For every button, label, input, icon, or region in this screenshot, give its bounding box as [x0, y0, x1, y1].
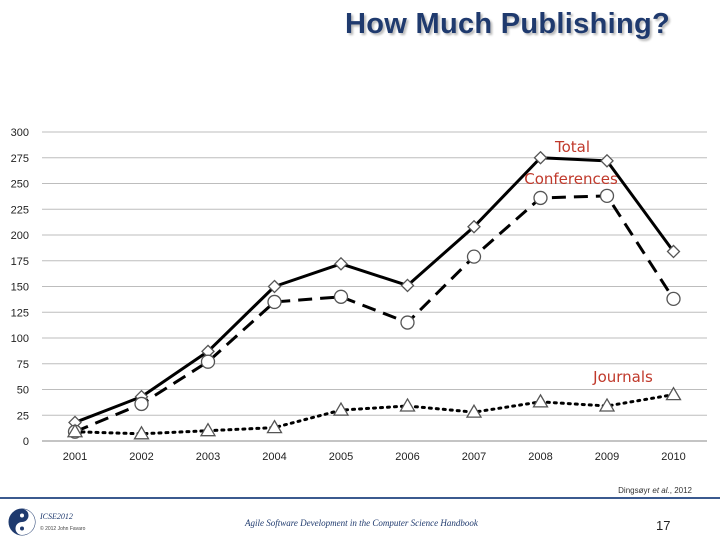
citation: Dingsøyr et al., 2012 [618, 486, 692, 495]
x-tick-label: 2007 [462, 451, 486, 463]
y-tick-label: 125 [11, 307, 29, 319]
point-conferences [267, 294, 282, 310]
point-journals [399, 397, 416, 412]
point-total [666, 244, 681, 259]
x-tick-label: 2002 [129, 451, 153, 463]
point-conferences [333, 289, 349, 304]
point-journals [532, 393, 549, 408]
citation-year: , 2012 [669, 486, 692, 495]
point-conferences [466, 249, 482, 264]
point-journals [133, 425, 150, 440]
slide-title: How Much Publishing? [345, 8, 670, 40]
point-conferences [400, 315, 415, 330]
point-total [467, 219, 481, 234]
x-tick-label: 2003 [196, 451, 220, 463]
y-tick-label: 275 [11, 153, 29, 165]
point-journals [66, 423, 84, 438]
point-journals [665, 386, 682, 401]
y-tick-label: 175 [11, 256, 29, 268]
series-line-total [74, 156, 675, 424]
x-tick-label: 2009 [595, 451, 619, 463]
y-tick-label: 250 [11, 179, 29, 191]
y-tick-label: 75 [17, 359, 29, 371]
point-total [533, 150, 548, 165]
point-conferences [533, 190, 548, 206]
point-conferences [599, 188, 615, 204]
citation-etal: et al. [652, 486, 670, 495]
x-tick-label: 2005 [329, 451, 353, 463]
point-journals [465, 403, 483, 418]
point-total [267, 279, 282, 294]
series-label-journals: Journals [592, 368, 653, 386]
y-tick-label: 300 [11, 127, 29, 139]
conference-label: ICSE2012 [40, 512, 73, 521]
x-tick-label: 2008 [528, 451, 552, 463]
copyright-label: © 2012 John Favaro [40, 526, 86, 532]
y-tick-label: 225 [11, 204, 29, 216]
book-title: Agile Software Development in the Comput… [245, 518, 478, 528]
series-line-journals [73, 393, 675, 436]
point-journals [332, 401, 350, 416]
page-number: 17 [656, 518, 671, 533]
point-total [334, 256, 348, 271]
point-total [400, 278, 415, 293]
yin-yang-logo-icon [8, 508, 36, 536]
publication-line-chart: 0 25 50 75 100 125 150 175 200 225 250 275 300 2001 20… [11, 127, 707, 463]
point-conferences [666, 291, 681, 307]
x-tick-label: 2006 [395, 451, 419, 463]
x-tick-label: 2004 [262, 451, 286, 463]
point-journals [199, 422, 217, 437]
series-label-conferences: Conferences [524, 170, 618, 188]
y-tick-label: 150 [11, 282, 29, 294]
x-tick-label: 2010 [661, 451, 685, 463]
point-conferences [134, 396, 149, 412]
x-tick-label: 2001 [63, 451, 87, 463]
y-tick-label: 25 [17, 410, 29, 422]
point-journals [598, 397, 616, 412]
series-label-total: Total [554, 138, 590, 156]
series-line-conferences [74, 194, 675, 434]
y-tick-label: 50 [17, 385, 29, 397]
point-conferences [200, 354, 216, 369]
y-tick-label: 100 [11, 333, 29, 345]
y-tick-label: 200 [11, 230, 29, 242]
point-total [600, 153, 614, 168]
citation-author: Dingsøyr [618, 486, 651, 495]
footer-divider [0, 497, 720, 499]
point-journals [266, 419, 283, 434]
y-tick-label: 0 [23, 436, 29, 448]
